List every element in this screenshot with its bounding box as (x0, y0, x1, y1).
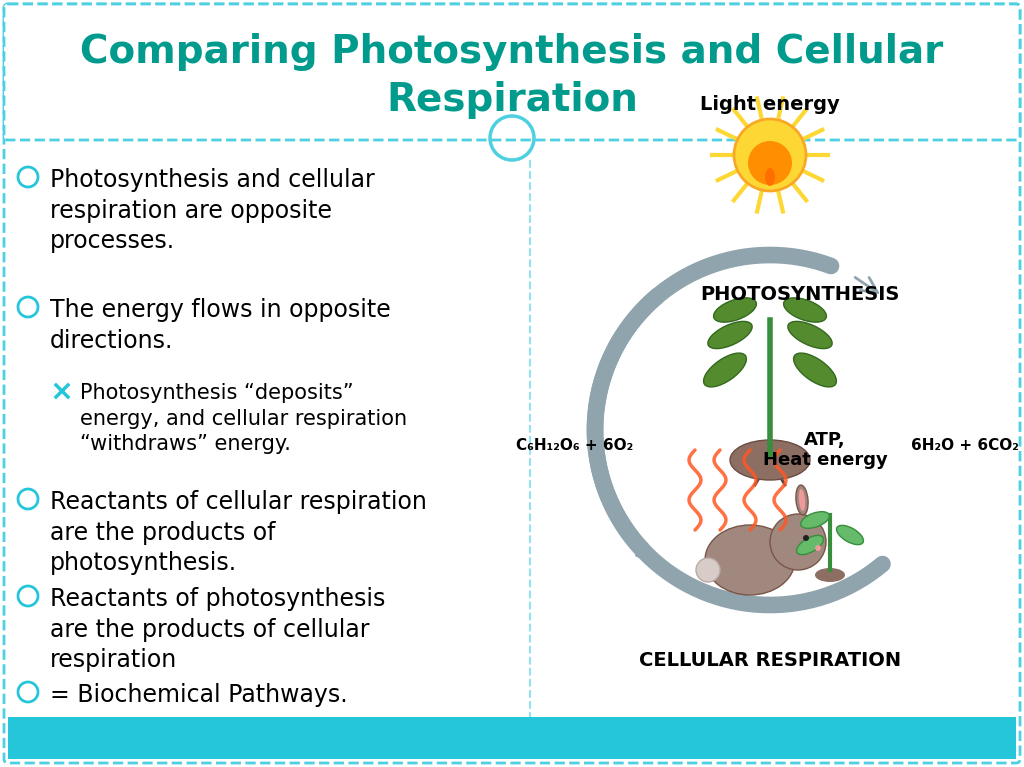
Text: Reactants of cellular respiration
are the products of
photosynthesis.: Reactants of cellular respiration are th… (50, 490, 427, 575)
Circle shape (770, 514, 826, 570)
Text: The energy flows in opposite
directions.: The energy flows in opposite directions. (50, 298, 391, 353)
Ellipse shape (765, 168, 775, 186)
Ellipse shape (799, 489, 805, 511)
Ellipse shape (705, 525, 795, 595)
Text: Reactants of photosynthesis
are the products of cellular
respiration: Reactants of photosynthesis are the prod… (50, 587, 385, 673)
Text: CELLULAR RESPIRATION: CELLULAR RESPIRATION (639, 650, 901, 670)
Text: = Biochemical Pathways.: = Biochemical Pathways. (50, 683, 347, 707)
FancyBboxPatch shape (4, 4, 1020, 763)
Ellipse shape (714, 298, 757, 322)
Ellipse shape (783, 298, 826, 322)
Ellipse shape (796, 485, 808, 515)
Circle shape (803, 535, 809, 541)
Circle shape (734, 119, 806, 191)
Ellipse shape (787, 321, 833, 349)
Ellipse shape (837, 525, 863, 545)
Circle shape (748, 141, 792, 185)
Ellipse shape (730, 440, 810, 480)
Text: ATP,
Heat energy: ATP, Heat energy (763, 430, 888, 469)
Ellipse shape (708, 321, 753, 349)
Text: Photosynthesis and cellular
respiration are opposite
processes.: Photosynthesis and cellular respiration … (50, 168, 375, 253)
Text: Respiration: Respiration (386, 81, 638, 119)
Text: PHOTOSYNTHESIS: PHOTOSYNTHESIS (700, 285, 900, 304)
Circle shape (696, 558, 720, 582)
Text: Comparing Photosynthesis and Cellular: Comparing Photosynthesis and Cellular (80, 33, 944, 71)
Bar (8, 717, 1016, 759)
Text: 6H₂O + 6CO₂: 6H₂O + 6CO₂ (911, 437, 1019, 453)
FancyBboxPatch shape (4, 4, 1020, 140)
Ellipse shape (797, 535, 823, 555)
Text: Light energy: Light energy (700, 96, 840, 114)
Ellipse shape (703, 353, 746, 387)
Ellipse shape (794, 353, 837, 387)
Text: Photosynthesis “deposits”
energy, and cellular respiration
“withdraws” energy.: Photosynthesis “deposits” energy, and ce… (80, 383, 408, 454)
Circle shape (815, 545, 821, 551)
Ellipse shape (801, 512, 829, 528)
Text: C₆H₁₂O₆ + 6O₂: C₆H₁₂O₆ + 6O₂ (516, 437, 634, 453)
Ellipse shape (815, 568, 845, 582)
